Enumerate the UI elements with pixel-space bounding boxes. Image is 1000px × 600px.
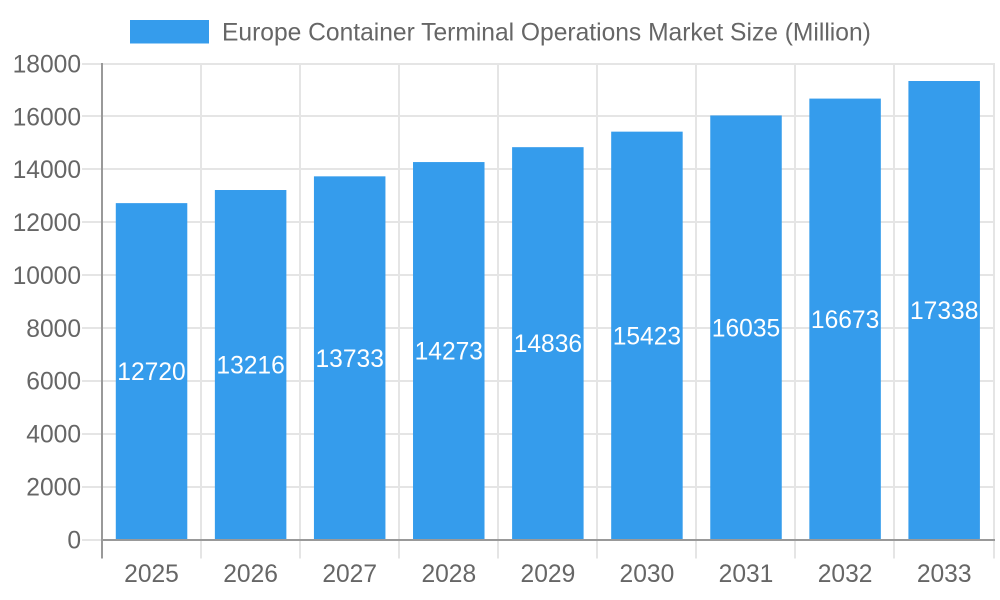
svg-text:16000: 16000 — [13, 104, 81, 131]
svg-text:14000: 14000 — [13, 157, 81, 184]
svg-text:2026: 2026 — [223, 561, 278, 588]
svg-text:2031: 2031 — [719, 561, 774, 588]
svg-text:15423: 15423 — [613, 323, 681, 350]
svg-text:2027: 2027 — [322, 561, 377, 588]
svg-text:6000: 6000 — [26, 369, 81, 396]
svg-text:12720: 12720 — [117, 359, 185, 386]
svg-text:2028: 2028 — [421, 561, 476, 588]
svg-text:13216: 13216 — [216, 353, 284, 380]
svg-text:2030: 2030 — [620, 561, 675, 588]
svg-text:18000: 18000 — [13, 51, 81, 78]
svg-text:14273: 14273 — [415, 339, 483, 366]
svg-text:8000: 8000 — [26, 316, 81, 343]
svg-text:2000: 2000 — [26, 474, 81, 501]
svg-text:Europe Container Terminal Oper: Europe Container Terminal Operations Mar… — [222, 19, 871, 46]
svg-text:10000: 10000 — [13, 263, 81, 290]
svg-text:2032: 2032 — [818, 561, 873, 588]
svg-text:13733: 13733 — [316, 346, 384, 373]
svg-text:17338: 17338 — [910, 298, 978, 325]
svg-text:2029: 2029 — [521, 561, 576, 588]
svg-text:2033: 2033 — [917, 561, 972, 588]
svg-text:14836: 14836 — [514, 331, 582, 358]
svg-text:2025: 2025 — [124, 561, 179, 588]
svg-text:16673: 16673 — [811, 307, 879, 334]
svg-text:16035: 16035 — [712, 315, 780, 342]
svg-text:0: 0 — [67, 527, 81, 554]
svg-text:12000: 12000 — [13, 210, 81, 237]
svg-text:4000: 4000 — [26, 422, 81, 449]
